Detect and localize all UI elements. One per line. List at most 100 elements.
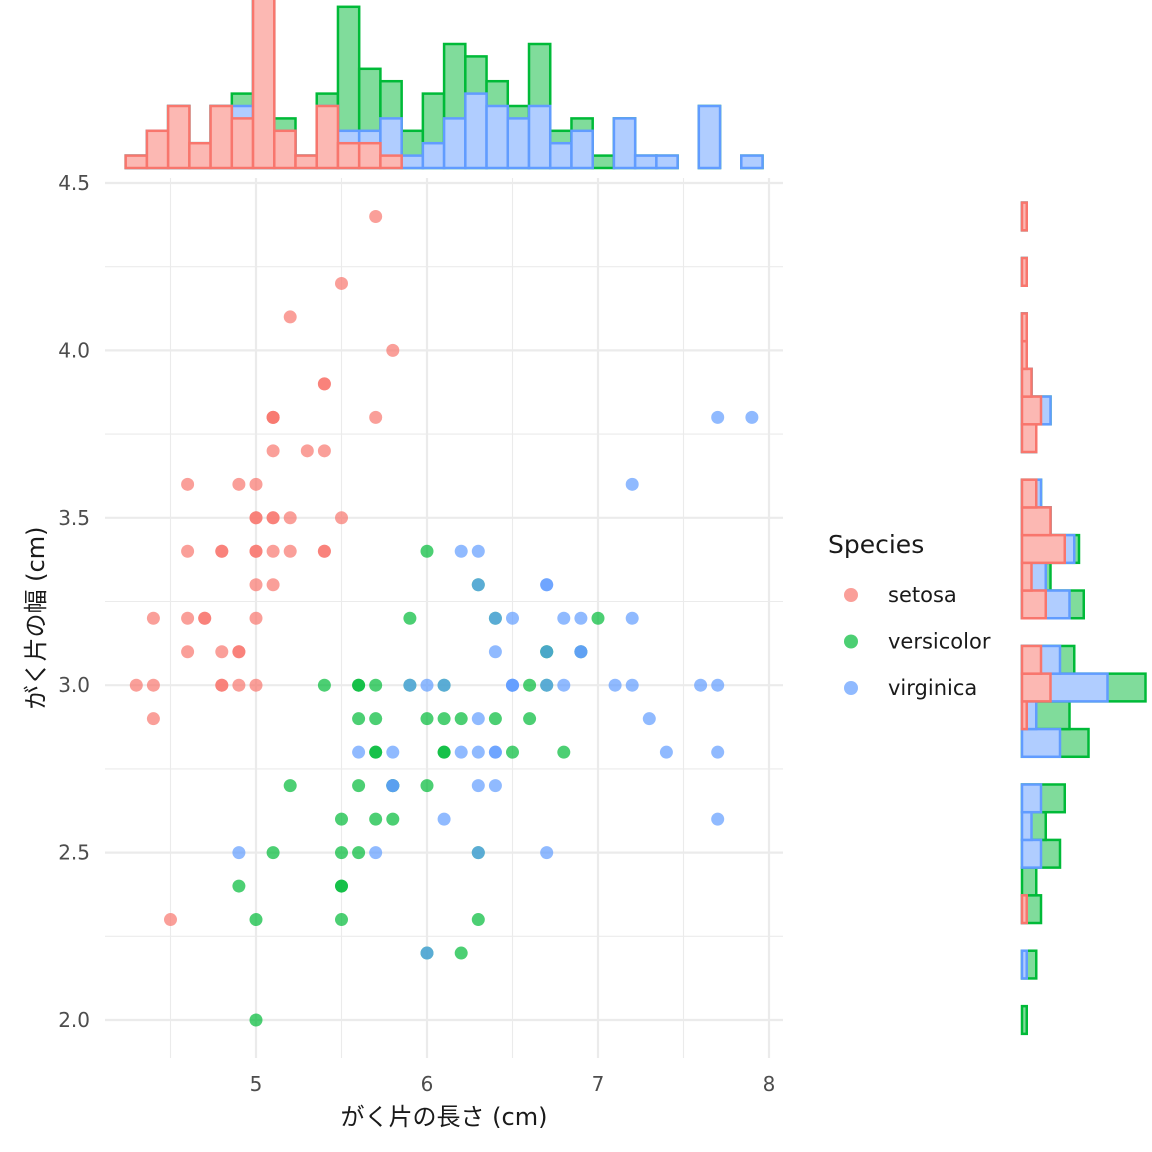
x-axis-title: がく片の長さ (cm) <box>341 1103 548 1131</box>
point-versicolor <box>403 611 417 625</box>
top-hist-bar-virginica <box>740 154 764 170</box>
point-setosa <box>198 611 212 625</box>
point-versicolor <box>352 712 366 726</box>
point-virginica <box>574 645 588 659</box>
point-versicolor <box>557 745 571 759</box>
point-virginica <box>471 745 485 759</box>
right-hist-bar-setosa <box>1020 672 1052 703</box>
right-hist-bar-setosa <box>1020 894 1028 925</box>
top-hist-bar-virginica <box>400 154 425 170</box>
point-virginica <box>488 779 502 793</box>
point-virginica <box>711 812 725 826</box>
x-axis-ticks: 5 6 7 8 <box>250 1072 776 1096</box>
point-versicolor <box>352 678 366 692</box>
top-hist-bar-setosa <box>379 154 403 170</box>
point-setosa <box>129 678 143 692</box>
right-hist-bar-setosa <box>1020 201 1028 232</box>
point-virginica <box>454 745 468 759</box>
top-hist-bar-setosa <box>315 104 340 170</box>
top-hist-bar-virginica <box>464 92 488 170</box>
right-hist-bar-setosa <box>1020 256 1028 287</box>
point-versicolor <box>266 846 280 860</box>
point-virginica <box>471 578 485 592</box>
point-versicolor <box>471 913 485 927</box>
point-setosa <box>249 611 263 625</box>
point-setosa <box>317 444 331 458</box>
right-marginal-histogram <box>1020 201 1147 1036</box>
top-hist-bar-virginica <box>485 104 510 170</box>
right-hist-bar-virginica <box>1020 783 1043 814</box>
point-virginica <box>557 678 571 692</box>
top-hist-bar-setosa <box>251 0 276 170</box>
point-virginica <box>369 846 383 860</box>
right-hist-bar-setosa <box>1020 589 1047 620</box>
point-setosa <box>232 645 246 659</box>
point-virginica <box>471 544 485 558</box>
top-hist-bar-virginica <box>548 141 573 170</box>
point-setosa <box>146 678 160 692</box>
point-setosa <box>249 511 263 525</box>
top-hist-bar-virginica <box>612 117 637 170</box>
point-setosa <box>215 544 229 558</box>
point-setosa <box>300 444 314 458</box>
point-virginica <box>420 946 434 960</box>
legend-key-virginica <box>844 681 858 695</box>
y-tick-label: 3.5 <box>58 506 90 530</box>
point-setosa <box>266 511 280 525</box>
point-versicolor <box>335 846 348 860</box>
point-setosa <box>232 678 246 692</box>
right-hist-bar-setosa <box>1020 644 1043 675</box>
point-virginica <box>540 846 554 860</box>
point-versicolor <box>523 712 537 726</box>
point-virginica <box>625 678 639 692</box>
scatter-points <box>129 209 759 1027</box>
point-virginica <box>403 678 417 692</box>
point-setosa <box>369 209 383 223</box>
right-hist-bar-virginica <box>1020 810 1033 842</box>
point-versicolor <box>454 946 468 960</box>
right-hist-bar-versicolor <box>1020 866 1038 897</box>
x-tick-label: 8 <box>763 1072 776 1096</box>
point-virginica <box>386 779 400 793</box>
legend-label-versicolor: versicolor <box>888 630 991 654</box>
point-setosa <box>283 544 297 558</box>
right-hist-bar-setosa <box>1020 367 1033 398</box>
point-virginica <box>608 678 622 692</box>
point-setosa <box>181 645 195 659</box>
point-setosa <box>215 678 229 692</box>
point-virginica <box>574 611 588 625</box>
top-marginal-histogram <box>124 0 764 170</box>
point-versicolor <box>335 879 348 893</box>
point-virginica <box>232 846 246 860</box>
point-setosa <box>386 343 400 357</box>
point-virginica <box>386 745 400 759</box>
point-virginica <box>352 745 366 759</box>
point-virginica <box>471 779 485 793</box>
y-tick-label: 4.0 <box>58 338 90 362</box>
point-setosa <box>249 477 263 491</box>
right-hist-bar-setosa <box>1020 561 1033 592</box>
point-setosa <box>335 511 348 525</box>
right-hist-bar-setosa <box>1020 506 1052 537</box>
point-versicolor <box>488 712 502 726</box>
top-hist-bar-setosa <box>209 104 234 170</box>
point-setosa <box>249 544 263 558</box>
top-hist-bar-setosa <box>336 141 361 170</box>
point-virginica <box>625 477 639 491</box>
legend-key-setosa <box>844 588 858 602</box>
point-virginica <box>506 611 519 625</box>
top-hist-bar-virginica <box>421 141 446 170</box>
point-virginica <box>540 645 554 659</box>
point-versicolor <box>249 913 263 927</box>
point-setosa <box>181 477 195 491</box>
right-hist-bar-setosa <box>1020 423 1038 454</box>
top-hist-bar-setosa <box>188 141 212 170</box>
point-virginica <box>540 678 554 692</box>
point-setosa <box>146 712 160 726</box>
point-virginica <box>642 712 656 726</box>
top-hist-bar-setosa <box>230 117 255 170</box>
right-hist-bar-virginica <box>1020 727 1062 759</box>
point-setosa <box>215 645 229 659</box>
point-setosa <box>317 544 331 558</box>
